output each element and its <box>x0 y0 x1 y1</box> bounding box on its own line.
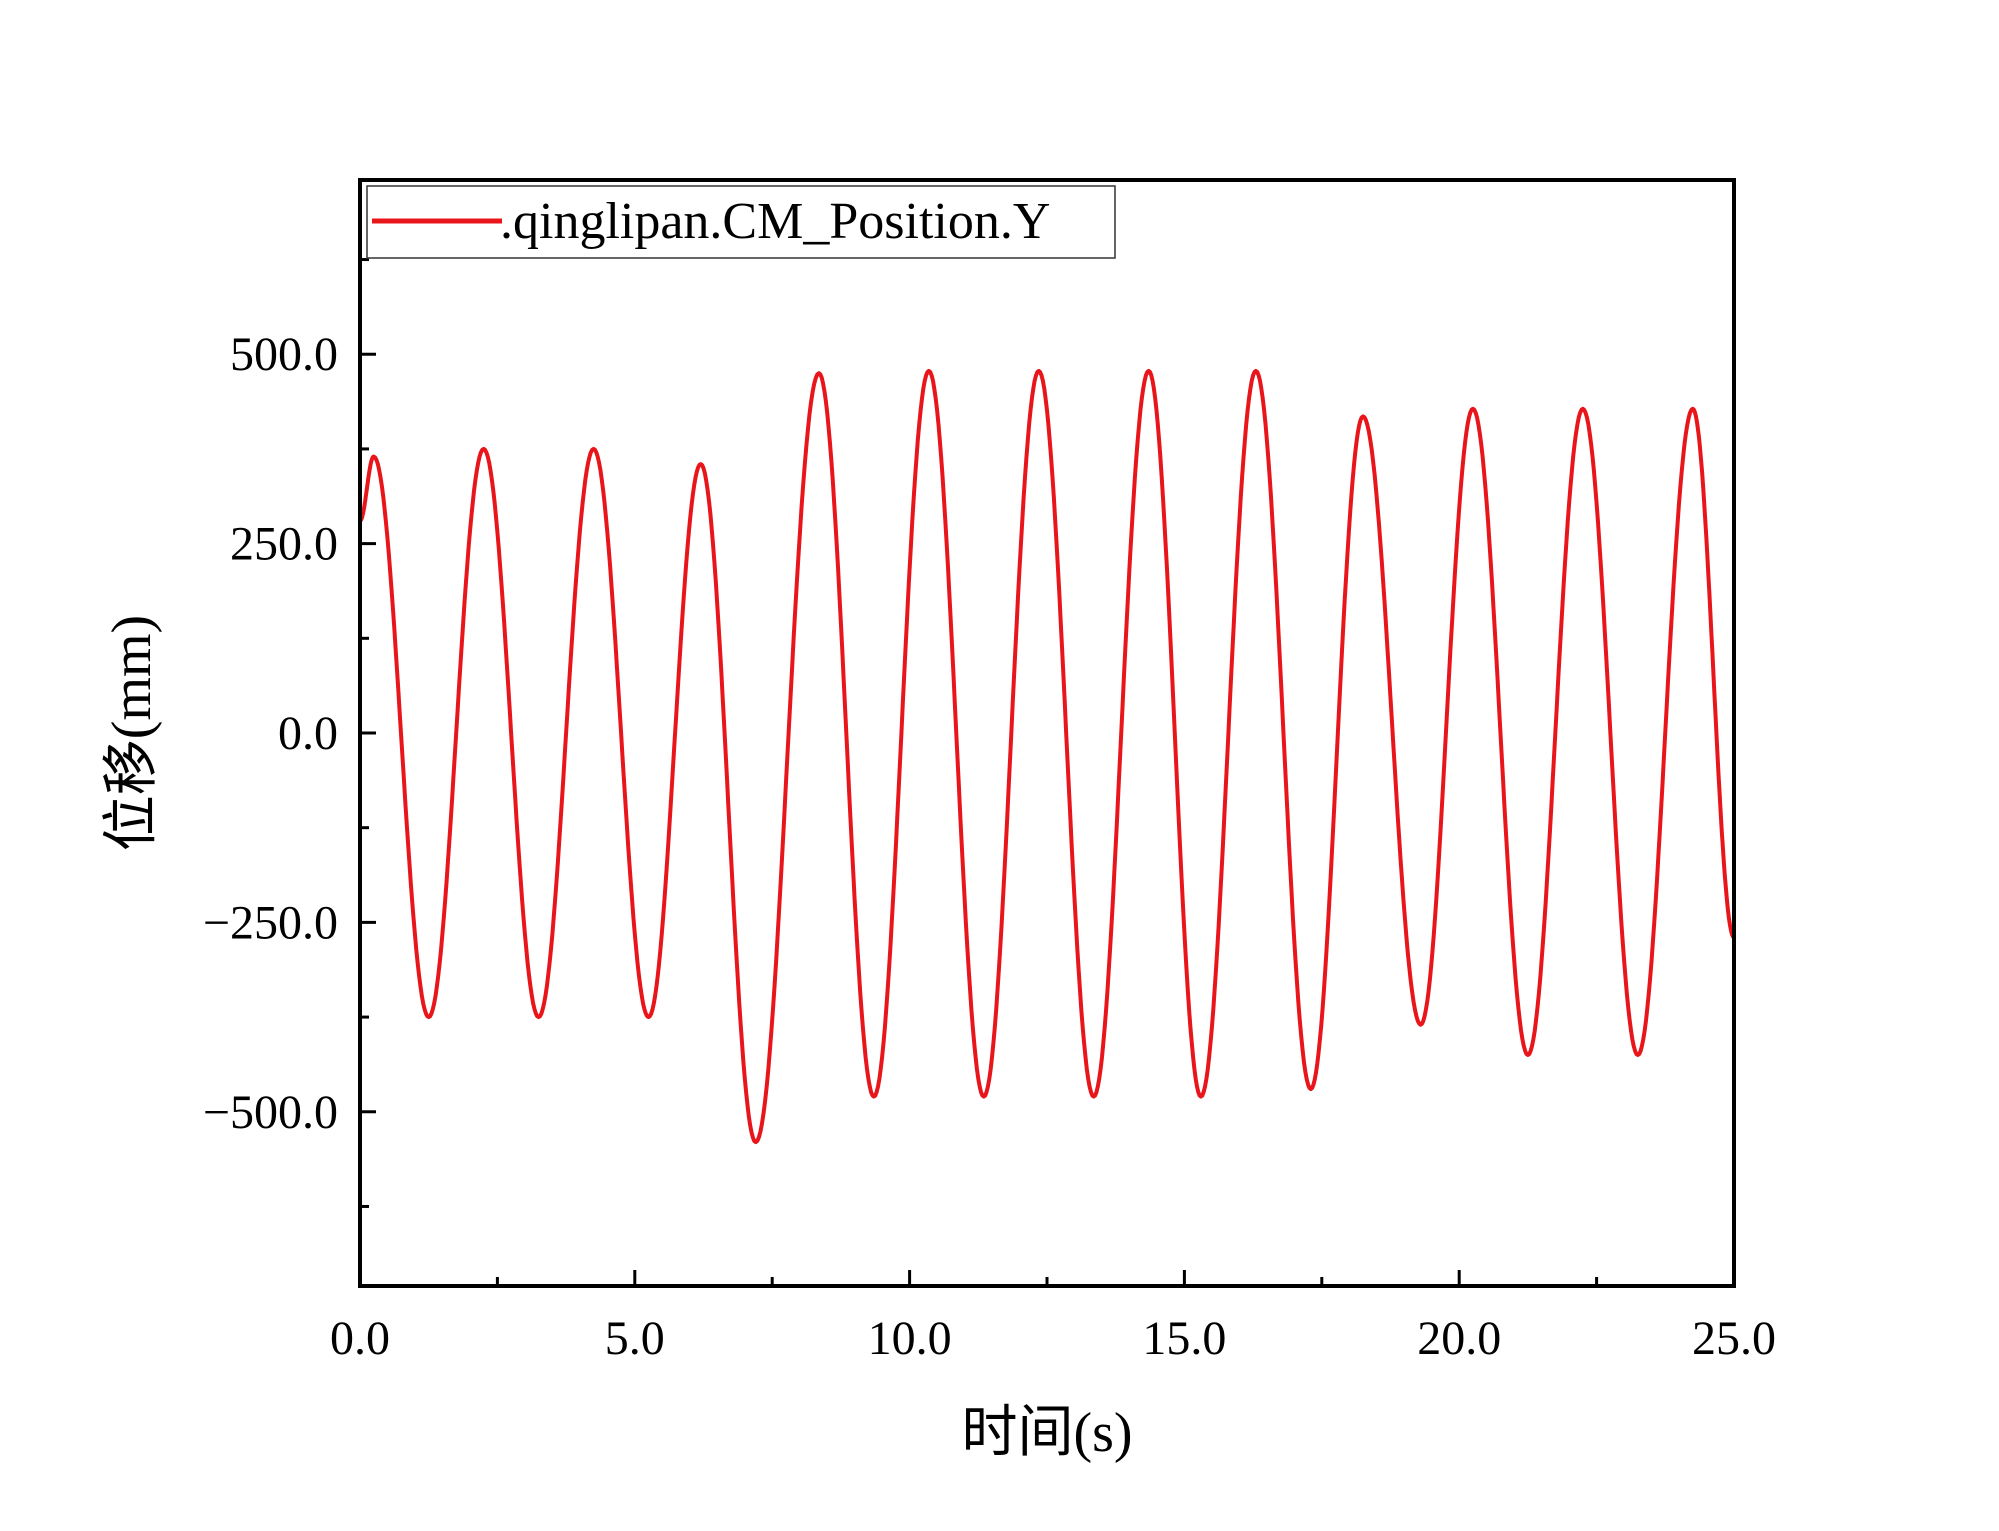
series-line-cm-position-y <box>358 368 1736 1145</box>
y-tick-label: 0.0 <box>278 707 338 760</box>
y-axis-title: 位移(mm) <box>101 615 163 851</box>
x-tick-label: 20.0 <box>1417 1312 1501 1365</box>
y-tick-label: −500.0 <box>203 1086 338 1139</box>
plot-frame <box>358 178 1736 1288</box>
x-tick-label: 5.0 <box>605 1312 665 1365</box>
x-tick-label: 10.0 <box>868 1312 952 1365</box>
y-tick-label: 250.0 <box>230 518 338 571</box>
y-tick-label: −250.0 <box>203 896 338 949</box>
x-axis-title: 时间(s) <box>961 1402 1132 1464</box>
y-tick-label: 500.0 <box>230 328 338 381</box>
series-layer <box>358 368 1736 1145</box>
legend-label: .qinglipan.CM_Position.Y <box>500 193 1050 250</box>
ticks-layer: 0.0 5.0 10.0 15.0 20.0 25.0 500.0 250.0 0.0 −250.… <box>203 258 1776 1365</box>
x-tick-label: 0.0 <box>330 1312 390 1365</box>
x-tick-label: 15.0 <box>1142 1312 1226 1365</box>
x-tick-label: 25.0 <box>1692 1312 1776 1365</box>
legend: .qinglipan.CM_Position.Y <box>366 185 1116 259</box>
